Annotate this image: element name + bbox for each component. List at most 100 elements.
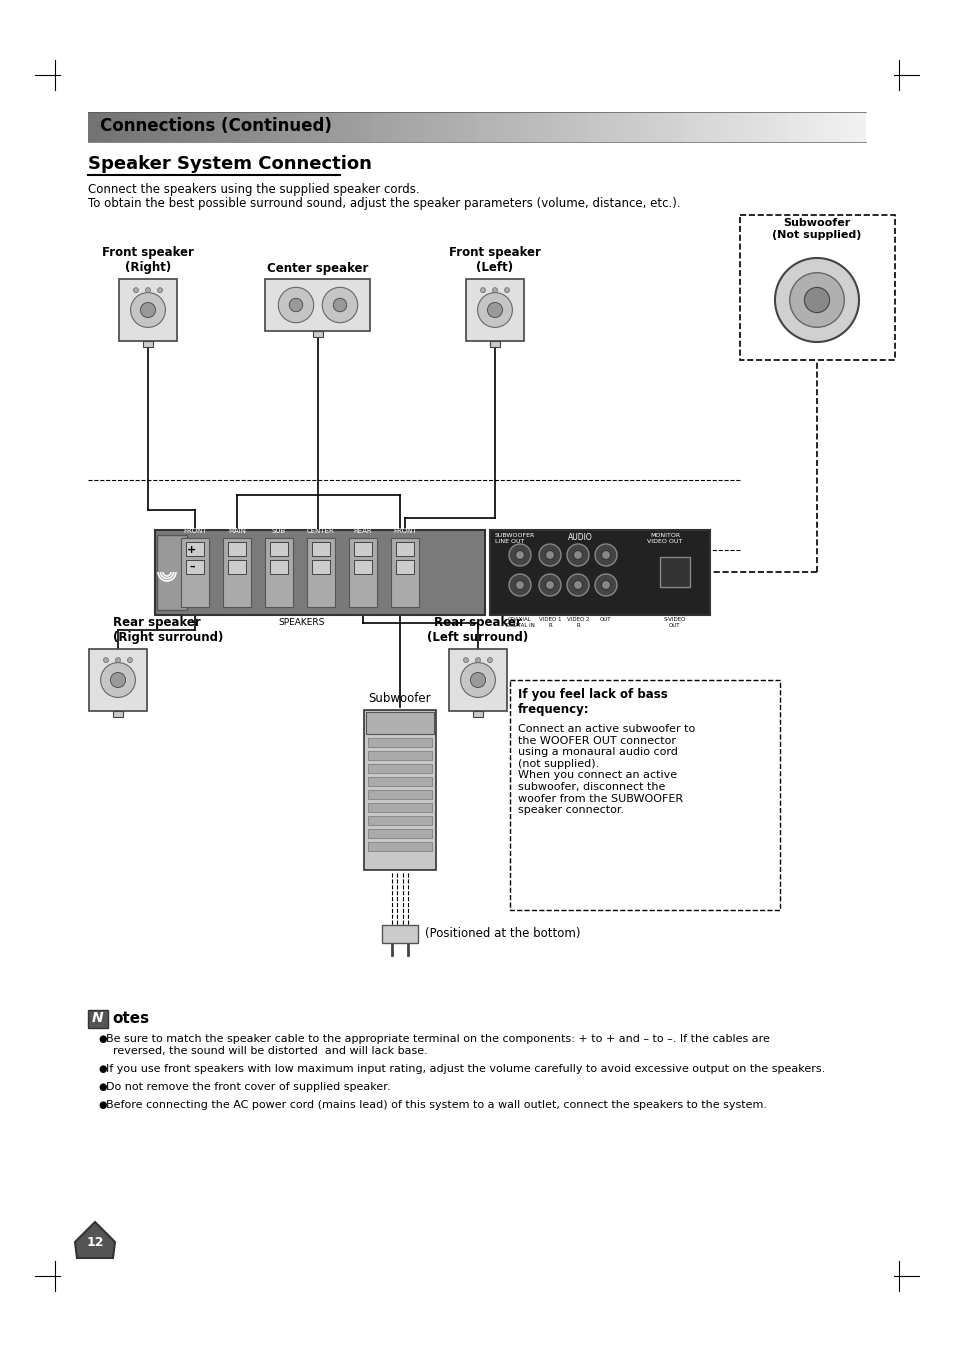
Bar	[748, 112, 756, 142]
Circle shape	[487, 303, 502, 317]
Bar	[334, 112, 341, 142]
Bar	[101, 112, 108, 142]
Bar	[368, 790, 432, 798]
Bar	[509, 112, 516, 142]
Bar	[794, 112, 801, 142]
Bar	[166, 112, 172, 142]
Bar	[211, 112, 218, 142]
Bar	[224, 112, 231, 142]
Circle shape	[470, 673, 485, 688]
Bar	[120, 112, 128, 142]
Bar	[368, 842, 432, 851]
Text: Connections (Continued): Connections (Continued)	[100, 118, 332, 135]
Text: COAXIAL
DIGITAL IN: COAXIAL DIGITAL IN	[505, 617, 534, 628]
Bar	[205, 112, 212, 142]
Bar	[368, 751, 432, 761]
Circle shape	[538, 544, 560, 566]
Circle shape	[601, 581, 610, 589]
Bar	[307, 538, 335, 607]
Bar	[671, 112, 678, 142]
Bar	[198, 112, 205, 142]
Circle shape	[487, 658, 492, 662]
Bar	[496, 112, 503, 142]
Bar	[368, 738, 432, 747]
Bar	[312, 561, 330, 574]
Bar	[192, 112, 198, 142]
Bar	[437, 112, 445, 142]
Bar	[490, 530, 709, 615]
Bar	[722, 112, 730, 142]
Text: VIDEO 1
R: VIDEO 1 R	[538, 617, 560, 628]
Bar	[127, 112, 133, 142]
Text: Subwoofer: Subwoofer	[368, 692, 431, 705]
Bar	[639, 112, 645, 142]
Bar	[567, 112, 574, 142]
Bar	[736, 112, 742, 142]
Circle shape	[460, 662, 495, 697]
Bar	[265, 538, 293, 607]
Bar	[395, 542, 414, 557]
Bar	[360, 112, 367, 142]
Text: Before connecting the AC power cord (mains lead) of this system to a wall outlet: Before connecting the AC power cord (mai…	[106, 1100, 766, 1111]
Bar	[217, 112, 224, 142]
Text: Front speaker
(Left): Front speaker (Left)	[449, 246, 540, 274]
Bar	[143, 340, 152, 347]
Bar	[840, 112, 846, 142]
Bar	[787, 112, 795, 142]
Circle shape	[322, 288, 357, 323]
Bar	[659, 557, 689, 586]
Bar	[457, 112, 464, 142]
Bar	[386, 112, 393, 142]
Text: ●: ●	[98, 1034, 107, 1044]
Bar	[398, 112, 406, 142]
Circle shape	[504, 288, 509, 293]
Bar	[729, 112, 736, 142]
Circle shape	[463, 658, 468, 662]
Circle shape	[566, 574, 588, 596]
Bar	[587, 112, 594, 142]
Circle shape	[131, 293, 165, 327]
Circle shape	[157, 288, 162, 293]
Bar	[599, 112, 606, 142]
Circle shape	[601, 550, 610, 559]
Bar	[625, 112, 633, 142]
Bar	[490, 112, 497, 142]
Bar	[690, 112, 698, 142]
Bar	[88, 1011, 108, 1028]
Bar	[444, 112, 451, 142]
Circle shape	[789, 273, 843, 327]
Bar	[140, 112, 147, 142]
Text: If you use front speakers with low maximum input rating, adjust the volume caref: If you use front speakers with low maxim…	[106, 1065, 824, 1074]
Bar	[368, 830, 432, 838]
Bar	[157, 535, 187, 611]
Bar	[228, 542, 246, 557]
Bar	[755, 112, 762, 142]
Bar	[270, 542, 288, 557]
Bar	[678, 112, 684, 142]
Text: CENTER: CENTER	[307, 528, 335, 534]
Bar	[510, 680, 780, 911]
Bar	[395, 561, 414, 574]
Bar	[697, 112, 703, 142]
Bar	[172, 112, 179, 142]
Text: Do not remove the front cover of supplied speaker.: Do not remove the front cover of supplie…	[106, 1082, 390, 1092]
Text: SPEAKERS: SPEAKERS	[278, 617, 325, 627]
Bar	[431, 112, 438, 142]
Bar	[228, 561, 246, 574]
Circle shape	[128, 658, 132, 662]
Bar	[282, 112, 289, 142]
Bar	[535, 112, 541, 142]
Bar	[490, 340, 499, 347]
Bar	[185, 112, 193, 142]
Circle shape	[115, 658, 120, 662]
Circle shape	[595, 574, 617, 596]
Bar	[347, 112, 354, 142]
Bar	[593, 112, 600, 142]
Bar	[354, 112, 360, 142]
Bar	[632, 112, 639, 142]
Bar	[465, 280, 523, 340]
Circle shape	[333, 299, 346, 312]
Bar	[574, 112, 580, 142]
Text: SUB: SUB	[272, 528, 286, 534]
Text: +: +	[187, 544, 196, 555]
